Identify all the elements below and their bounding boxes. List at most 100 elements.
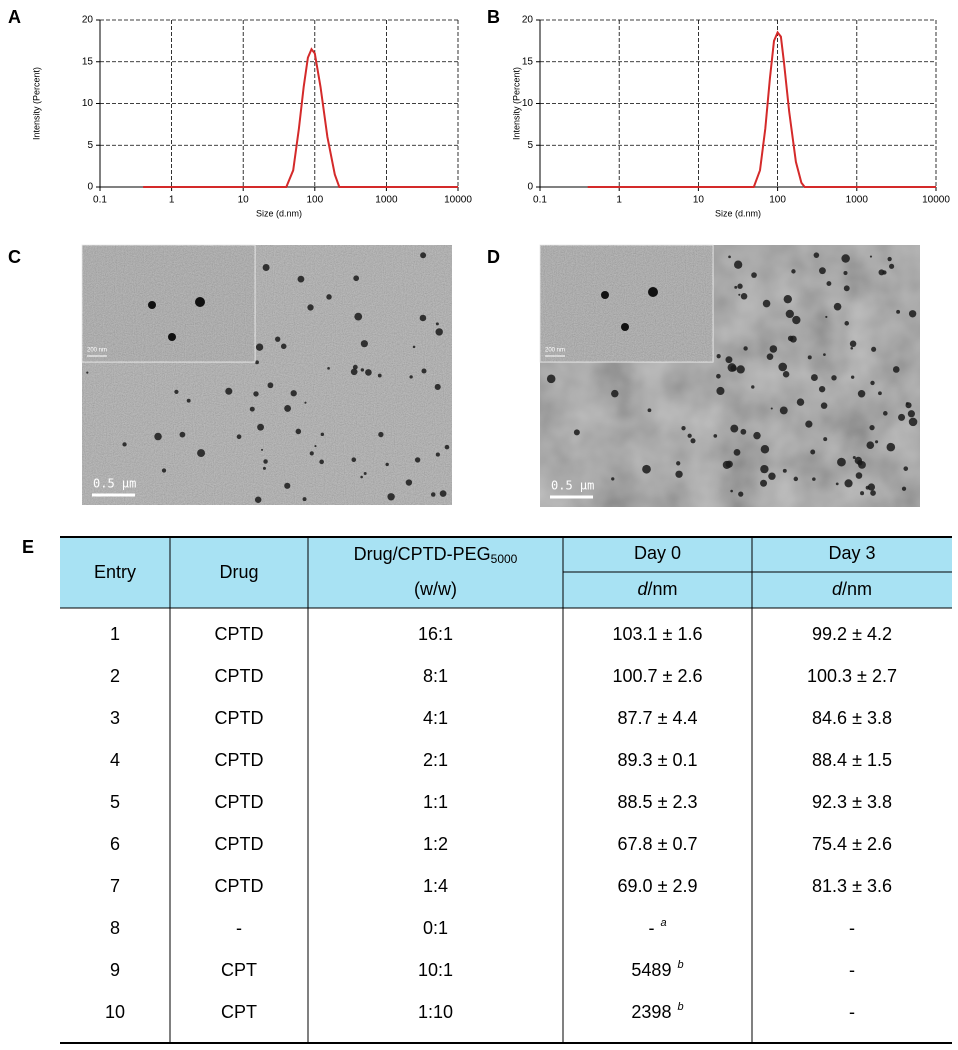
particle <box>835 482 839 486</box>
cell-text: CPT <box>221 960 257 980</box>
table-cell: CPT <box>221 960 257 980</box>
particle <box>320 432 325 437</box>
particle <box>820 402 828 409</box>
particle <box>898 413 906 421</box>
cell-text: CPTD <box>215 876 264 896</box>
particle <box>419 314 427 322</box>
particle <box>907 410 915 418</box>
table-cell: 10:1 <box>418 960 453 980</box>
particle <box>760 479 768 487</box>
cell-text: - <box>648 918 654 938</box>
particle <box>855 472 863 479</box>
cell-text: - <box>236 918 242 938</box>
particle <box>267 382 274 389</box>
particle <box>905 402 912 409</box>
particle <box>409 375 413 379</box>
particle <box>810 449 816 455</box>
y-tick-label: 15 <box>522 56 534 67</box>
table-cell: CPTD <box>215 792 264 812</box>
particle <box>309 451 314 456</box>
header-italic: d <box>637 579 648 599</box>
particle <box>869 425 875 431</box>
particle <box>690 438 696 444</box>
cell-text: 4 <box>110 750 120 770</box>
cell-text: 10:1 <box>418 960 453 980</box>
particle <box>319 459 324 465</box>
x-tick-label: 10 <box>238 195 250 206</box>
particle <box>865 485 870 490</box>
particle <box>360 475 363 479</box>
table-cell: 75.4 ± 2.6 <box>812 834 892 854</box>
particle <box>307 304 314 311</box>
particle <box>743 346 748 351</box>
cell-text: 88.5 ± 2.3 <box>618 792 698 812</box>
cell-note: b <box>677 1001 683 1013</box>
header-cell: Drug/CPTD-PEG5000 <box>354 544 518 566</box>
y-tick-label: 15 <box>82 56 94 67</box>
particle <box>255 360 259 365</box>
cell-text: 8 <box>110 918 120 938</box>
particle <box>302 497 307 502</box>
y-tick-label: 5 <box>527 140 533 151</box>
particle <box>882 270 887 275</box>
particle <box>435 328 443 336</box>
y-axis-label: Intensity (Percent) <box>511 67 521 140</box>
particle <box>875 440 879 444</box>
particle <box>903 466 909 471</box>
cell-text: 67.8 ± 0.7 <box>618 834 698 854</box>
x-tick-label: 1000 <box>375 195 398 206</box>
table-cell: CPT <box>221 1002 257 1022</box>
y-tick-label: 20 <box>522 15 534 26</box>
particle <box>738 293 741 296</box>
particle <box>225 387 233 395</box>
particle <box>737 283 743 289</box>
particle <box>734 285 738 289</box>
y-tick-label: 20 <box>82 15 94 26</box>
particle <box>837 457 846 467</box>
table-cell: 4:1 <box>423 708 448 728</box>
particle <box>275 336 281 342</box>
header-cell: d/nm <box>832 579 872 599</box>
particle <box>86 371 89 374</box>
y-tick-label: 0 <box>87 182 93 193</box>
particle <box>740 428 747 435</box>
particle <box>843 271 848 276</box>
header-cell: (w/w) <box>414 579 457 599</box>
panel-label: C <box>8 247 21 267</box>
particle <box>186 398 191 403</box>
table-cell: 1 <box>110 624 120 644</box>
particle <box>353 275 360 282</box>
inset-particle <box>621 323 629 331</box>
table-cell: 16:1 <box>418 624 453 644</box>
particle <box>762 299 771 308</box>
particle <box>421 368 427 374</box>
particle <box>354 312 363 321</box>
particle <box>854 456 863 465</box>
y-tick-label: 0 <box>527 182 533 193</box>
table-cell: 69.0 ± 2.9 <box>618 876 698 896</box>
cell-text: 100.3 ± 2.7 <box>807 666 897 686</box>
table-cell: CPTD <box>215 666 264 686</box>
table-cell: 84.6 ± 3.8 <box>812 708 892 728</box>
x-tick-label: 10000 <box>922 195 950 206</box>
table-cell: 1:2 <box>423 834 448 854</box>
particle <box>870 490 876 496</box>
cell-text: - <box>849 918 855 938</box>
particle <box>290 390 297 397</box>
particle <box>769 345 778 353</box>
table-cell: CPTD <box>215 624 264 644</box>
x-tick-label: 10000 <box>444 195 472 206</box>
particle <box>444 444 450 450</box>
cell-text: 75.4 ± 2.6 <box>812 834 892 854</box>
table-cell: - <box>849 1002 855 1022</box>
inset-particle <box>601 291 609 299</box>
particle <box>785 309 794 319</box>
particle <box>351 457 357 463</box>
particle <box>805 420 813 428</box>
cell-text: 1 <box>110 624 120 644</box>
inset-scale-label: 200 nm <box>87 348 107 354</box>
particle <box>716 386 725 396</box>
particle <box>782 468 787 473</box>
particle <box>807 355 812 360</box>
cell-text: 1:10 <box>418 1002 453 1022</box>
